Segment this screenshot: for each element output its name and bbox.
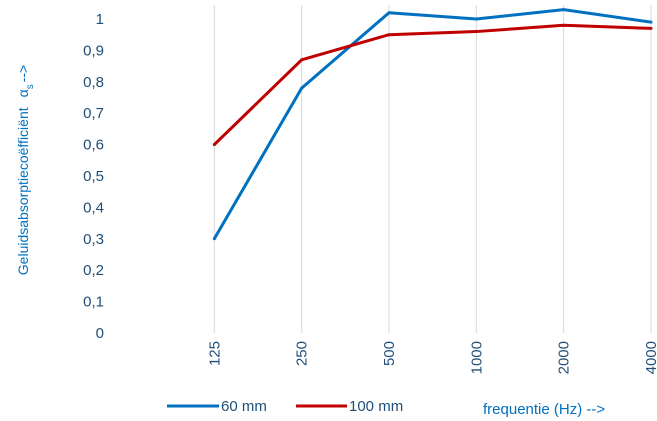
y-axis-title-arrow: -->	[15, 65, 31, 83]
data-point	[649, 20, 653, 24]
data-point	[300, 58, 304, 62]
data-point	[474, 17, 478, 21]
data-point	[474, 30, 478, 34]
series-lines	[212, 8, 653, 241]
x-axis-ticks: 125 250 500 1000 2000 4000	[206, 341, 657, 374]
y-tick-label: 0,9	[83, 42, 104, 59]
y-axis-title-subscript: s	[25, 84, 36, 89]
x-tick-label: 125	[206, 341, 223, 366]
x-axis-title: frequentie (Hz) -->	[483, 401, 605, 418]
legend-label-100mm: 100 mm	[349, 398, 403, 415]
y-tick-label: 0,1	[83, 294, 104, 311]
series-line-100mm	[213, 23, 652, 146]
x-tick-label: 2000	[556, 341, 573, 374]
legend: 60 mm 100 mm	[167, 398, 403, 415]
y-tick-label: 0	[96, 325, 104, 342]
data-point	[300, 86, 304, 90]
y-axis-title: Geluidsabsorptiecoëfficiënt αs-->	[15, 65, 36, 275]
data-point	[562, 23, 566, 27]
y-tick-label: 0,3	[83, 231, 104, 248]
y-tick-label: 0,5	[83, 168, 104, 185]
series-line-60mm	[213, 8, 652, 240]
data-point	[649, 26, 653, 30]
data-point	[562, 8, 566, 12]
data-point	[212, 237, 216, 241]
y-tick-label: 0,2	[83, 262, 104, 279]
x-tick-label: 500	[381, 341, 398, 366]
y-tick-label: 0,7	[83, 105, 104, 122]
y-tick-label: 0,4	[83, 199, 104, 216]
data-point	[212, 143, 216, 147]
y-axis-ticks: 0 0,1 0,2 0,3 0,4 0,5 0,6 0,7 0,8 0,9 1	[83, 11, 104, 342]
data-point	[387, 33, 391, 37]
y-axis-title-symbol: α	[15, 89, 31, 97]
data-point	[387, 11, 391, 15]
legend-label-60mm: 60 mm	[221, 398, 267, 415]
x-tick-label: 250	[294, 341, 311, 366]
y-tick-label: 0,6	[83, 137, 104, 154]
y-axis-title-text: Geluidsabsorptiecoëfficiënt	[15, 107, 31, 275]
y-tick-label: 1	[96, 11, 104, 28]
y-tick-label: 0,8	[83, 74, 104, 91]
gridlines	[213, 5, 652, 333]
x-tick-label: 4000	[643, 341, 657, 374]
x-tick-label: 1000	[468, 341, 485, 374]
